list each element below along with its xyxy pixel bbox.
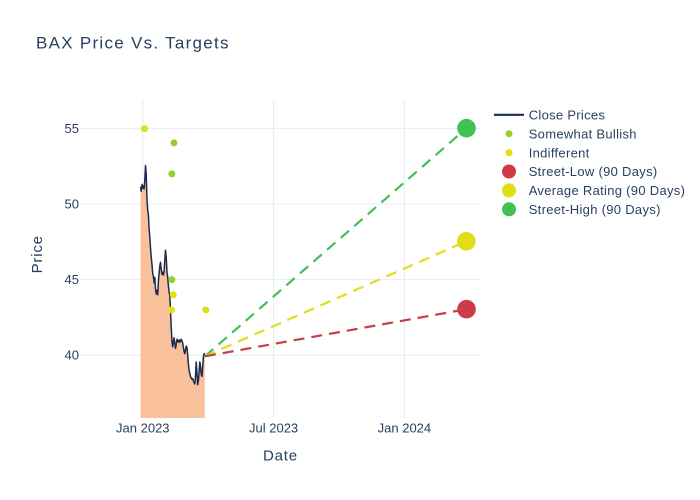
- svg-text:Street-High (90 Days): Street-High (90 Days): [529, 202, 661, 217]
- svg-text:Jul 2023: Jul 2023: [249, 421, 298, 436]
- svg-text:Close Prices: Close Prices: [529, 108, 606, 123]
- svg-text:Jan 2023: Jan 2023: [116, 421, 170, 436]
- svg-text:40: 40: [65, 348, 79, 363]
- svg-text:Price: Price: [29, 235, 46, 273]
- svg-text:Somewhat Bullish: Somewhat Bullish: [529, 126, 637, 141]
- svg-text:55: 55: [65, 121, 79, 136]
- svg-text:Average Rating (90 Days): Average Rating (90 Days): [529, 183, 686, 198]
- svg-text:BAX Price Vs. Targets: BAX Price Vs. Targets: [36, 33, 230, 52]
- svg-text:50: 50: [65, 197, 79, 212]
- svg-text:Date: Date: [263, 448, 298, 465]
- svg-text:Jan 2024: Jan 2024: [378, 421, 432, 436]
- svg-text:Street-Low (90 Days): Street-Low (90 Days): [529, 164, 658, 179]
- svg-text:45: 45: [65, 272, 79, 287]
- svg-text:Indifferent: Indifferent: [529, 145, 590, 160]
